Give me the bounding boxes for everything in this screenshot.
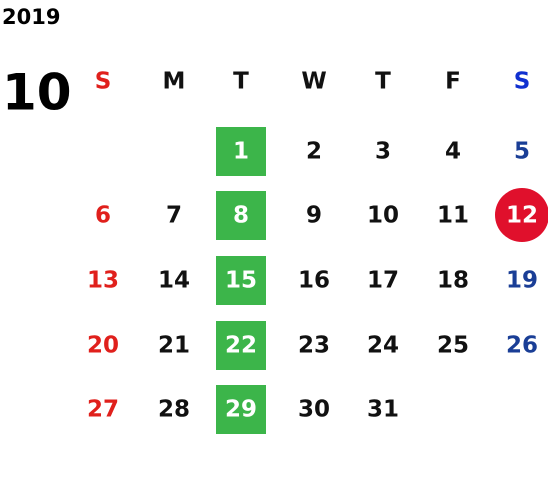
weekday-label: M [163,69,186,95]
day: 6 [95,203,111,229]
day: 24 [367,333,399,359]
weekday-label: W [301,69,326,95]
highlight-box [216,256,266,305]
day: 30 [298,397,330,423]
day: 15 [225,268,257,294]
weekday-label: S [95,69,112,95]
day: 10 [367,203,399,229]
day: 12 [506,203,538,229]
day: 26 [506,333,538,359]
highlight-box [216,127,266,176]
day: 22 [225,333,257,359]
day: 4 [445,139,461,165]
day: 5 [514,139,530,165]
day: 31 [367,397,399,423]
day: 28 [158,397,190,423]
day: 16 [298,268,330,294]
year: 2019 [2,5,60,29]
highlight-circle [495,188,548,242]
day: 1 [233,139,249,165]
day: 2 [306,139,322,165]
day: 18 [437,268,469,294]
weekday-label: T [375,69,391,95]
day: 7 [166,203,182,229]
highlight-box [216,191,266,240]
day: 25 [437,333,469,359]
day: 8 [233,203,249,229]
month: 10 [2,64,72,122]
day: 14 [158,268,190,294]
day: 20 [87,333,119,359]
day: 9 [306,203,322,229]
weekday-label: S [514,69,531,95]
day: 27 [87,397,119,423]
weekday-label: T [233,69,249,95]
day: 13 [87,268,119,294]
day: 3 [375,139,391,165]
day: 29 [225,397,257,423]
highlight-box [216,385,266,434]
day: 19 [506,268,538,294]
day: 11 [437,203,469,229]
weekday-label: F [445,69,461,95]
day: 21 [158,333,190,359]
highlight-box [216,321,266,370]
day: 23 [298,333,330,359]
day: 17 [367,268,399,294]
